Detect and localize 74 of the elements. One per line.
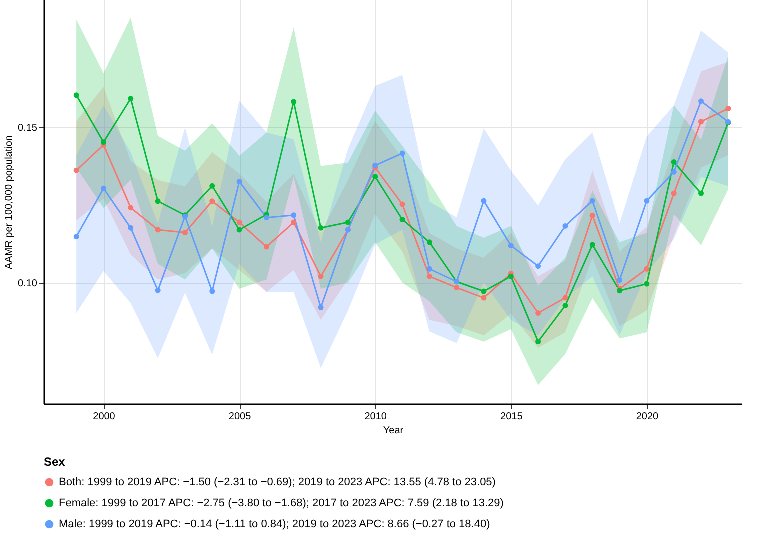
point — [236, 179, 242, 185]
x-tick-label: 2005 — [228, 412, 252, 422]
point — [481, 198, 487, 204]
point — [644, 266, 650, 272]
point — [182, 230, 188, 236]
point — [74, 92, 80, 98]
point — [101, 186, 106, 192]
point — [536, 310, 542, 316]
legend-label: Male: 1999 to 2019 APC: −0.14 (−1.11 to 0.84); 2019 to 2023 APC: 8.66 (−0.27 to 18.40) — [59, 518, 490, 530]
point — [590, 212, 596, 218]
point — [426, 266, 432, 272]
point — [454, 285, 460, 291]
point — [128, 225, 134, 231]
point — [400, 150, 406, 156]
point — [155, 288, 161, 294]
point — [210, 183, 216, 189]
x-axis-title: Year — [383, 426, 404, 436]
point — [74, 168, 80, 174]
point — [101, 140, 106, 146]
point — [291, 212, 297, 218]
point — [617, 278, 623, 284]
point — [644, 198, 650, 204]
point — [74, 234, 80, 240]
point — [644, 281, 650, 287]
y-tick-label: 0.15 — [18, 122, 38, 134]
point — [372, 162, 378, 168]
point — [590, 198, 596, 204]
point — [481, 295, 487, 301]
point — [726, 106, 732, 112]
point — [426, 240, 432, 246]
point — [318, 225, 324, 231]
point — [345, 220, 351, 226]
point — [264, 215, 270, 221]
point — [671, 159, 677, 165]
x-tick-label: 2015 — [500, 412, 524, 422]
point — [562, 224, 568, 229]
legend-label: Both: 1999 to 2019 APC: −1.50 (−2.31 to −0.69); 2019 to 2023 APC: 13.55 (4.78 to 23.05) — [59, 476, 496, 488]
point — [671, 190, 677, 196]
legend-title: Sex — [44, 455, 66, 469]
point — [236, 227, 242, 233]
point — [400, 216, 406, 222]
point — [372, 174, 378, 180]
point — [291, 99, 297, 105]
legend-label: Female: 1999 to 2017 APC: −2.75 (−3.80 to −1.68); 2017 to 2023 APC: 7.59 (2.18 to 13.29) — [59, 498, 504, 510]
point — [536, 264, 542, 270]
x-tick-label: 2000 — [93, 412, 116, 422]
point — [536, 339, 542, 345]
point — [508, 243, 514, 249]
point — [562, 303, 568, 309]
point — [128, 96, 134, 102]
y-axis-title: AAMR per 100,000 population — [4, 136, 16, 270]
point — [236, 220, 242, 226]
point — [155, 198, 161, 204]
point — [128, 205, 134, 211]
point — [481, 288, 487, 294]
point — [318, 274, 324, 280]
point — [210, 288, 216, 294]
point — [590, 242, 596, 248]
point — [264, 244, 270, 250]
point — [698, 190, 704, 196]
point — [210, 198, 216, 204]
point — [698, 119, 704, 125]
point — [671, 169, 677, 175]
point — [400, 202, 406, 208]
point — [318, 304, 324, 310]
x-tick-label: 2020 — [636, 412, 659, 422]
point — [508, 274, 514, 280]
point — [291, 220, 297, 226]
x-tick-label: 2010 — [364, 412, 388, 422]
point — [698, 98, 704, 104]
y-tick-label: 0.10 — [18, 278, 38, 290]
point — [426, 274, 432, 280]
point — [155, 227, 161, 233]
point — [562, 295, 568, 301]
